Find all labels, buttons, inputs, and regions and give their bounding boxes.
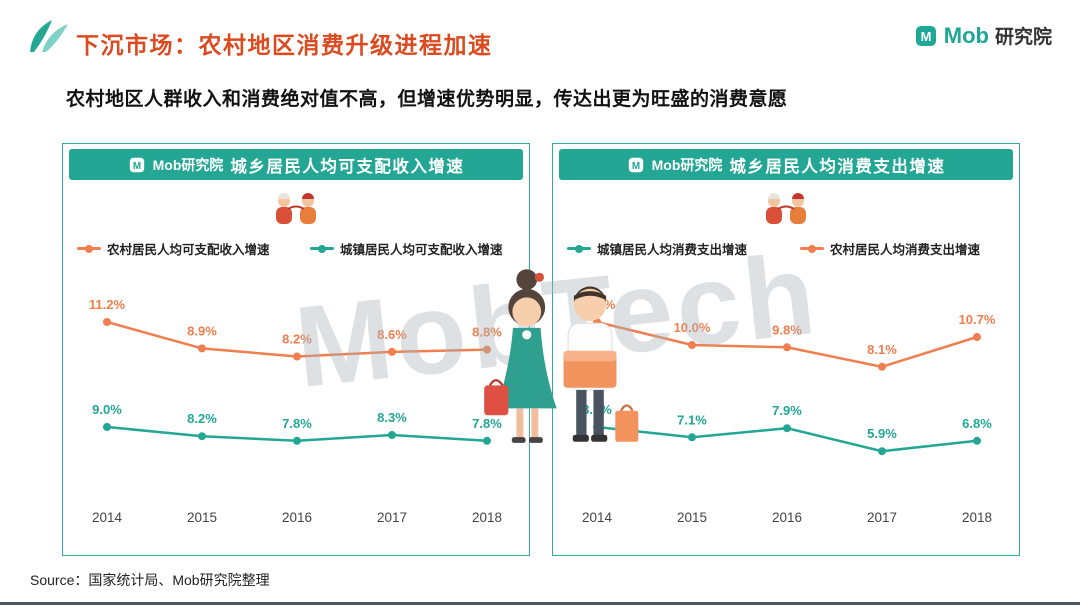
brand-logo: M Mob 研究院 xyxy=(914,22,1052,49)
chart-brand-label: Mob研究院 xyxy=(152,156,224,173)
legend-marker-icon xyxy=(800,244,824,253)
svg-text:8.3%: 8.3% xyxy=(377,410,407,425)
legend-label: 农村居民人均可支配收入增速 xyxy=(107,243,270,257)
legend-item: 城镇居民人均可支配收入增速 xyxy=(296,239,529,258)
svg-text:9.8%: 9.8% xyxy=(772,322,802,337)
legend-label: 城镇居民人均消费支出增速 xyxy=(597,243,748,257)
legend-item: 农村居民人均消费支出增速 xyxy=(786,239,1019,258)
x-axis-labels: 2014 2015 2016 2017 2018 xyxy=(69,510,525,530)
chart-brand-label: Mob研究院 xyxy=(651,156,723,173)
svg-text:5.9%: 5.9% xyxy=(867,426,897,441)
x-axis-label: 2016 xyxy=(771,510,803,525)
svg-text:M: M xyxy=(631,161,639,172)
svg-text:6.8%: 6.8% xyxy=(962,416,992,431)
legend-item: 城镇居民人均消费支出增速 xyxy=(553,239,786,258)
leaf-decoration-icon xyxy=(30,20,68,52)
svg-text:10.0%: 10.0% xyxy=(674,320,711,335)
x-axis-label: 2014 xyxy=(581,510,613,525)
elderly-couple-icon xyxy=(276,193,316,224)
line-chart: 11.2% 8.9% 8.2% 8.6% 8.8% 9.0% 8.2% 7.8% 8.3% 7.8… xyxy=(89,297,502,445)
chart-title: 城乡居民人均可支配收入增速 xyxy=(230,157,465,176)
svg-text:8.6%: 8.6% xyxy=(377,327,407,342)
svg-text:8.2%: 8.2% xyxy=(187,411,217,426)
brand-suffix: 研究院 xyxy=(994,27,1052,48)
legend-marker-icon xyxy=(310,244,334,253)
svg-text:8.2%: 8.2% xyxy=(282,332,312,347)
x-axis-label: 2016 xyxy=(281,510,313,525)
svg-text:M: M xyxy=(920,29,931,44)
mob-logo-icon: M xyxy=(628,157,643,172)
legend-marker-icon xyxy=(567,244,591,253)
x-axis-label: 2017 xyxy=(376,510,408,525)
legend-label: 农村居民人均消费支出增速 xyxy=(830,243,981,257)
svg-text:8.1%: 8.1% xyxy=(867,342,897,357)
brand-name: Mob xyxy=(943,22,989,48)
svg-text:9.0%: 9.0% xyxy=(92,402,122,417)
svg-text:7.1%: 7.1% xyxy=(677,412,707,427)
legend-label: 城镇居民人均可支配收入增速 xyxy=(340,243,503,257)
legend-item: 农村居民人均可支配收入增速 xyxy=(63,239,296,258)
mob-logo-icon: M xyxy=(129,157,144,172)
x-axis-label: 2017 xyxy=(866,510,898,525)
chart-title-bar: M Mob研究院 城乡居民人均可支配收入增速 xyxy=(69,149,523,180)
chart-legend: 农村居民人均可支配收入增速 城镇居民人均可支配收入增速 xyxy=(63,239,529,258)
page-title: 下沉市场：农村地区消费升级进程加速 xyxy=(76,32,493,58)
svg-text:8.8%: 8.8% xyxy=(472,325,502,340)
svg-text:M: M xyxy=(132,161,140,172)
svg-text:7.8%: 7.8% xyxy=(472,416,502,431)
chart-legend: 城镇居民人均消费支出增速 农村居民人均消费支出增速 xyxy=(553,239,1019,258)
mob-logo-icon: M xyxy=(915,25,936,46)
legend-marker-icon xyxy=(77,244,101,253)
x-axis-label: 2018 xyxy=(471,510,503,525)
source-note: Source：国家统计局、Mob研究院整理 xyxy=(30,572,270,588)
chart-panel-income-growth: M Mob研究院 城乡居民人均可支配收入增速农村居民人均可支配收入增速 城镇居民人均可… xyxy=(62,143,530,556)
shoppers-illustration xyxy=(484,269,639,443)
chart-title-bar: M Mob研究院 城乡居民人均消费支出增速 xyxy=(559,149,1013,180)
chart-panel-expenditure-growth: M Mob研究院 城乡居民人均消费支出增速城镇居民人均消费支出增速 农村居民人均消费支… xyxy=(552,143,1020,556)
svg-text:7.9%: 7.9% xyxy=(772,403,802,418)
x-axis-label: 2015 xyxy=(186,510,218,525)
svg-text:10.7%: 10.7% xyxy=(959,312,996,327)
bottom-divider xyxy=(0,602,1080,605)
elderly-couple-icon xyxy=(766,193,806,224)
x-axis-labels: 2014 2015 2016 2017 2018 xyxy=(559,510,1015,530)
svg-text:8.9%: 8.9% xyxy=(187,323,217,338)
x-axis-label: 2015 xyxy=(676,510,708,525)
chart-title: 城乡居民人均消费支出增速 xyxy=(729,157,946,176)
svg-text:11.2%: 11.2% xyxy=(89,297,126,312)
x-axis-label: 2014 xyxy=(91,510,123,525)
page-subtitle: 农村地区人群收入和消费绝对值不高，但增速优势明显，传达出更为旺盛的消费意愿 xyxy=(66,89,788,110)
svg-text:7.8%: 7.8% xyxy=(282,416,312,431)
x-axis-label: 2018 xyxy=(961,510,993,525)
